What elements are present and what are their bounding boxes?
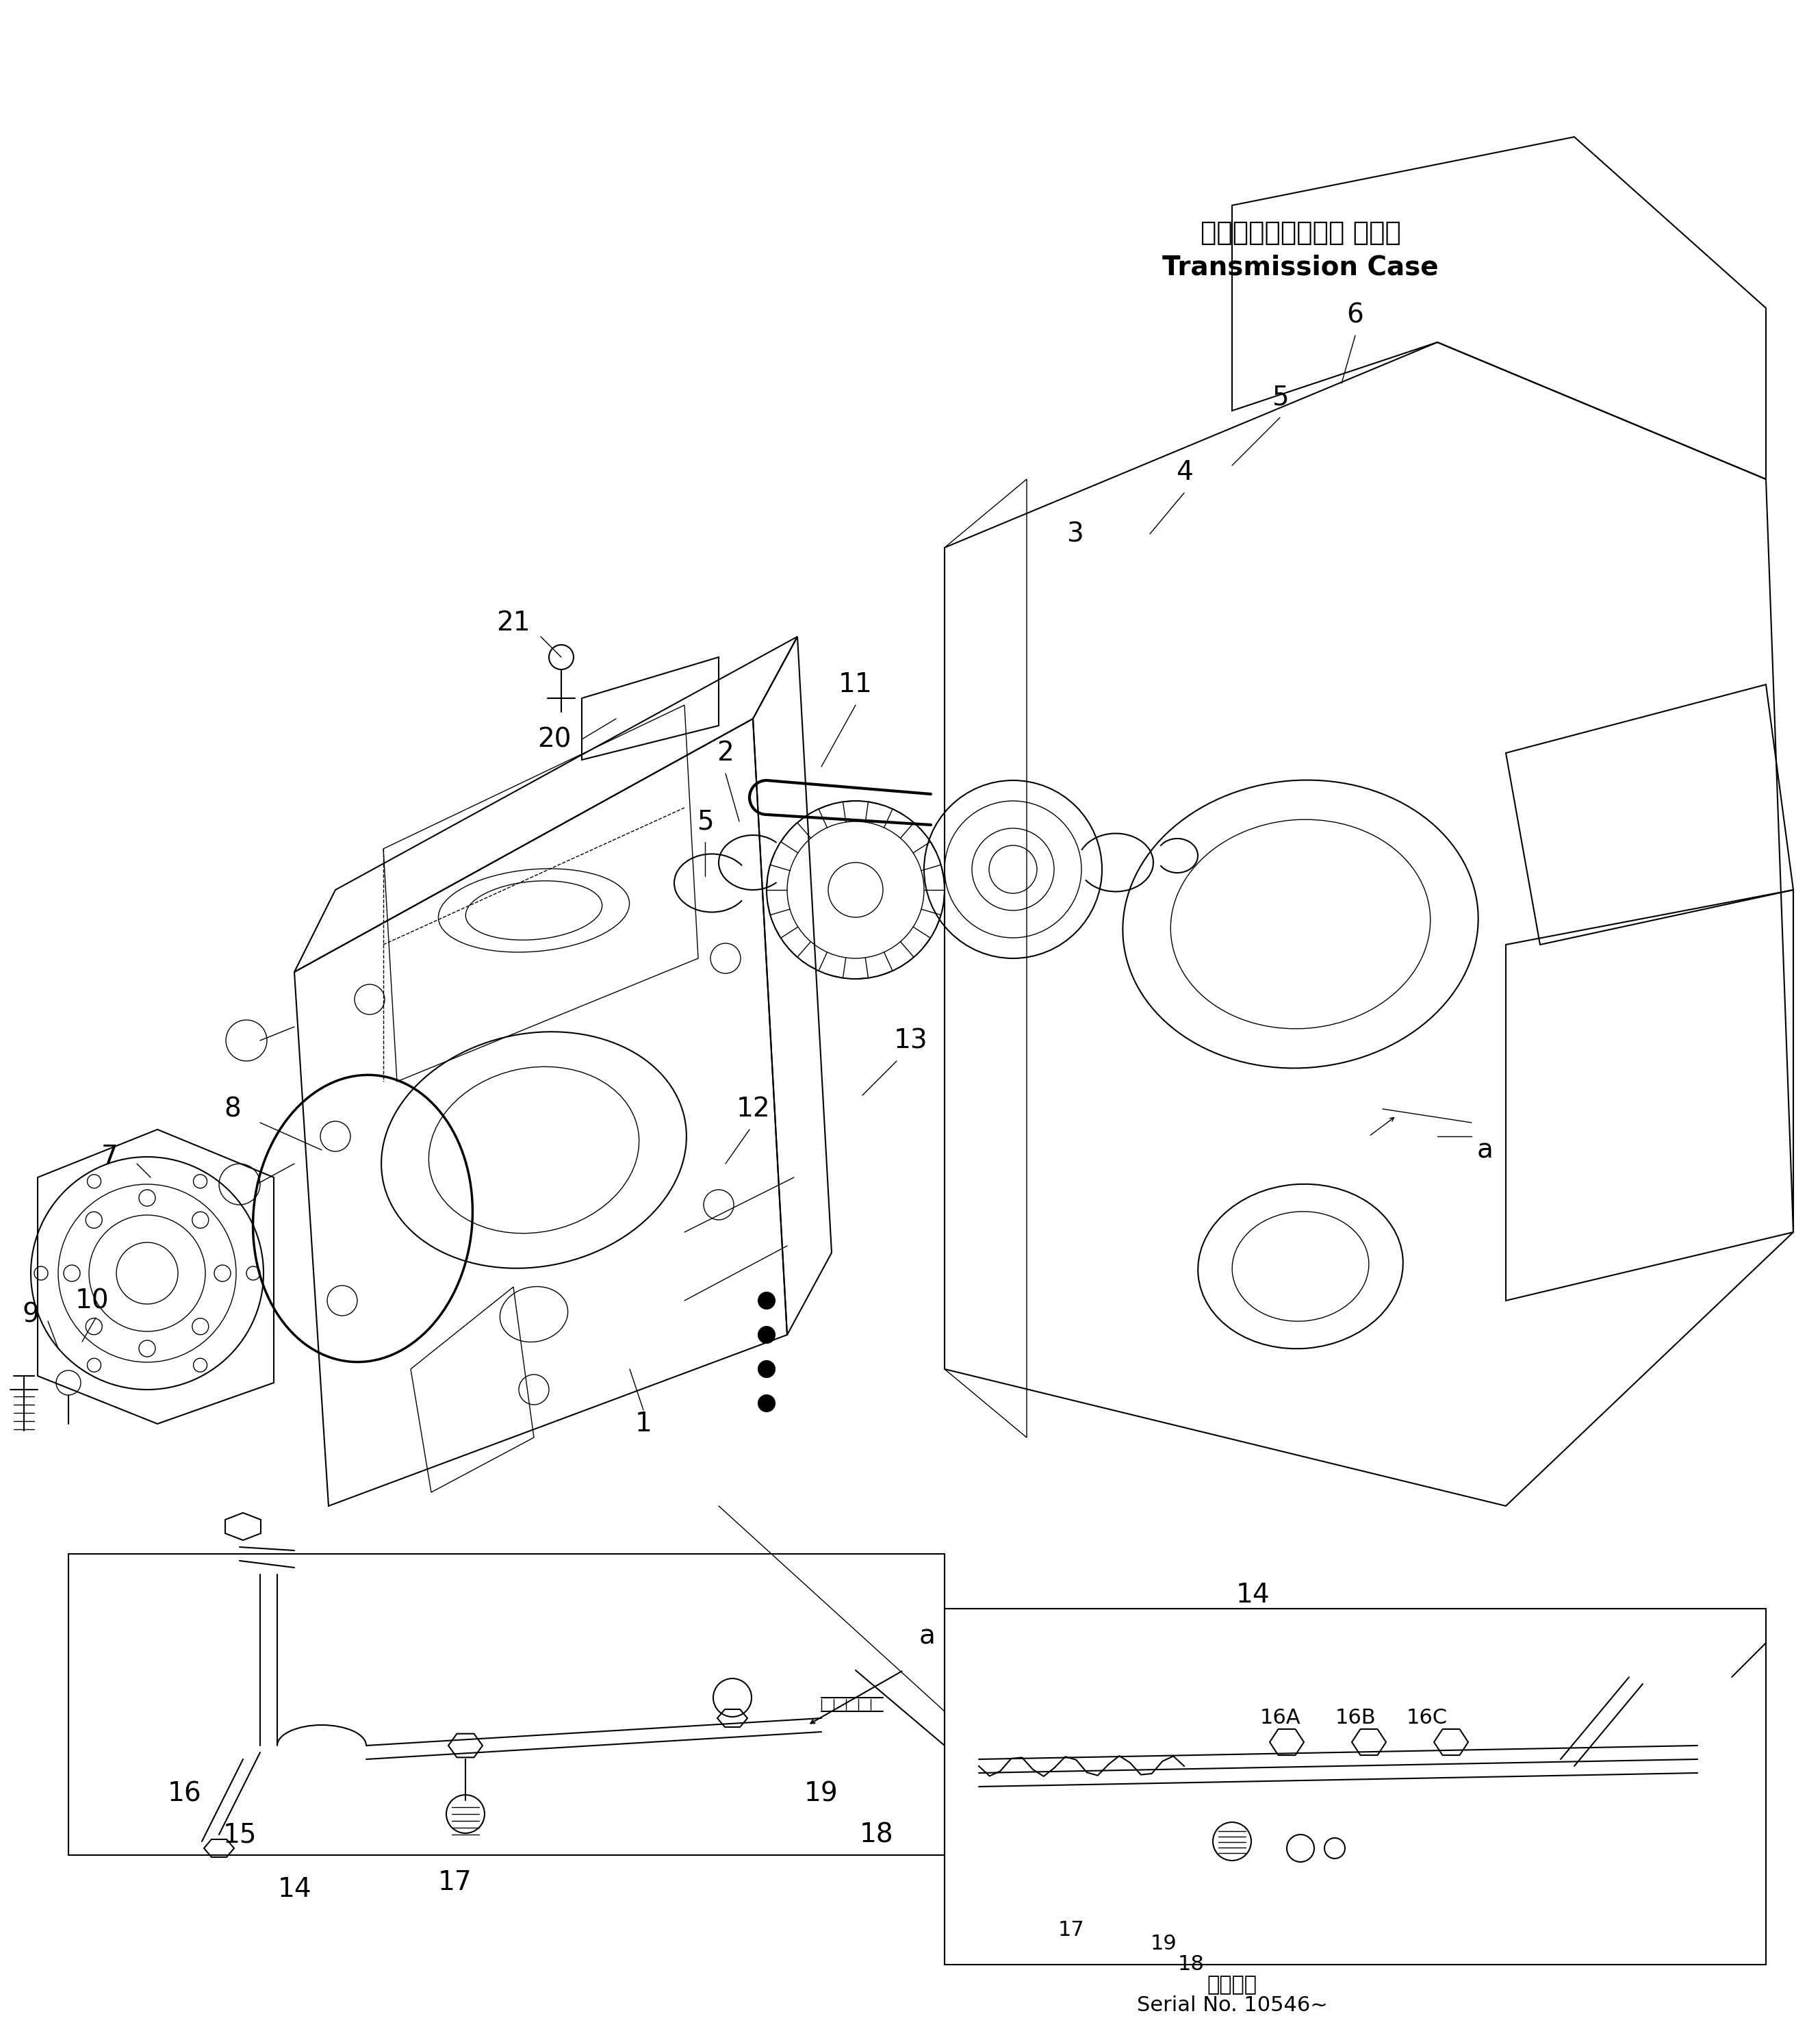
Text: 適用号点: 適用号点 <box>1207 1976 1258 1996</box>
Text: 4: 4 <box>1176 460 1192 486</box>
Text: トランスミッション ケース: トランスミッション ケース <box>1199 220 1401 246</box>
Text: 7: 7 <box>100 1144 118 1170</box>
Circle shape <box>759 1360 775 1376</box>
Bar <box>69 1554 945 1855</box>
Text: 16A: 16A <box>1259 1709 1299 1727</box>
Text: a: a <box>919 1622 935 1649</box>
Text: 11: 11 <box>839 672 872 698</box>
Text: 9: 9 <box>22 1302 40 1328</box>
Text: 12: 12 <box>735 1096 770 1122</box>
Text: 21: 21 <box>497 609 530 636</box>
Text: 18: 18 <box>859 1822 894 1848</box>
Text: 18: 18 <box>1178 1955 1205 1974</box>
Text: 16C: 16C <box>1407 1709 1447 1727</box>
Text: 16B: 16B <box>1334 1709 1376 1727</box>
Text: 16: 16 <box>167 1780 202 1806</box>
Text: 14: 14 <box>1236 1582 1270 1608</box>
Text: 8: 8 <box>224 1096 242 1122</box>
Bar <box>945 1608 1765 1966</box>
Text: 17: 17 <box>1057 1921 1085 1939</box>
Text: 10: 10 <box>75 1287 109 1314</box>
Text: 20: 20 <box>537 726 571 753</box>
Text: 2: 2 <box>717 741 733 767</box>
Text: 6: 6 <box>1347 303 1363 327</box>
Text: 19: 19 <box>1150 1933 1178 1953</box>
Text: 5: 5 <box>697 809 713 835</box>
Text: 3: 3 <box>1067 521 1083 547</box>
Text: Serial No. 10546~: Serial No. 10546~ <box>1138 1996 1327 2016</box>
Text: 19: 19 <box>804 1780 839 1806</box>
Text: 17: 17 <box>439 1869 471 1895</box>
Text: 5: 5 <box>1272 383 1289 410</box>
Text: Transmission Case: Transmission Case <box>1163 254 1438 281</box>
Text: 1: 1 <box>635 1411 652 1437</box>
Text: 14: 14 <box>277 1877 311 1903</box>
Text: 15: 15 <box>222 1822 257 1848</box>
Circle shape <box>759 1394 775 1411</box>
Text: 13: 13 <box>894 1027 928 1053</box>
Text: a: a <box>1478 1136 1494 1162</box>
Circle shape <box>759 1326 775 1344</box>
Circle shape <box>759 1292 775 1310</box>
